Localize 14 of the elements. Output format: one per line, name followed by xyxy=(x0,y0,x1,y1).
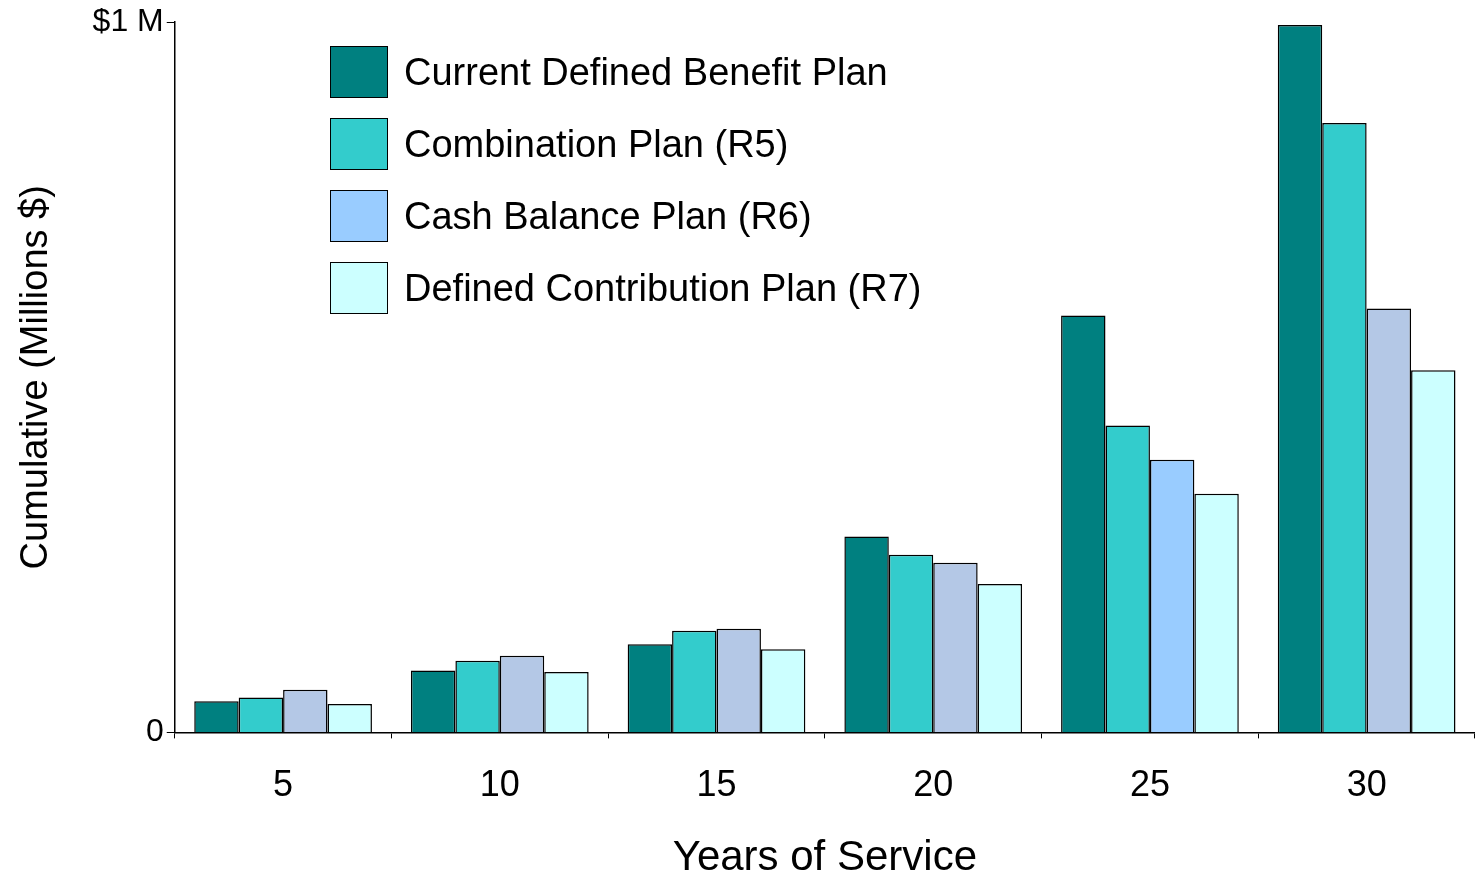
x-axis-title: Years of Service xyxy=(672,832,978,880)
x-tick-label: 25 xyxy=(1129,762,1170,804)
x-tick-label: 20 xyxy=(913,762,954,804)
y-axis-title: Cumulative (Millions $) xyxy=(13,185,56,570)
x-tick-label: 10 xyxy=(479,762,520,804)
x-tick-label: 30 xyxy=(1346,762,1387,804)
y-tick-label: 0 xyxy=(145,712,164,749)
y-tick-label: $1 M xyxy=(92,2,164,39)
legend-label: Cash Balance Plan (R6) xyxy=(404,194,812,238)
x-tick-label: 5 xyxy=(273,762,294,804)
x-tick-label: 15 xyxy=(696,762,737,804)
legend-label: Combination Plan (R5) xyxy=(404,122,789,166)
legend-label: Defined Contribution Plan (R7) xyxy=(404,266,922,310)
legend-label: Current Defined Benefit Plan xyxy=(404,50,888,94)
